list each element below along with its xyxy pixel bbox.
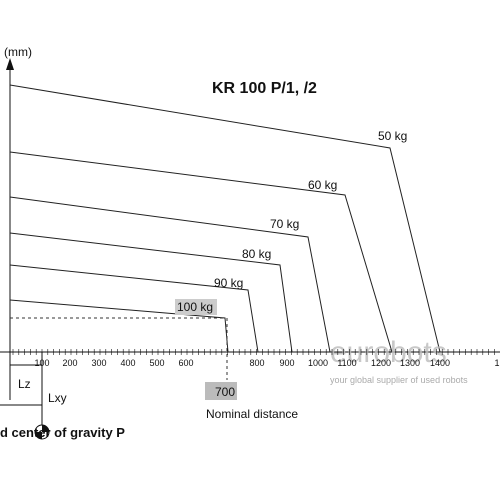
x-tick-label: 1000 (308, 358, 328, 368)
unit: (mm) (4, 45, 32, 59)
x-tick-label: 400 (120, 358, 135, 368)
curve (9, 151, 393, 353)
x-tick-label: 1400 (430, 358, 450, 368)
curve-label: 70 kg (270, 217, 299, 231)
curve (9, 84, 441, 353)
curve (9, 196, 331, 353)
curve (9, 299, 229, 353)
x-tick-label: 200 (62, 358, 77, 368)
curve-label: 80 kg (242, 247, 271, 261)
watermark-tagline: your global supplier of used robots (330, 375, 468, 385)
nominal-value: 700 (215, 385, 235, 399)
curve (9, 232, 293, 353)
x-tick-label: 300 (91, 358, 106, 368)
y-arrow (6, 58, 14, 70)
x-tick-label: 800 (249, 358, 264, 368)
caption: d center of gravity P (0, 425, 125, 440)
x-tick-label: 900 (279, 358, 294, 368)
x-tick-label: 500 (149, 358, 164, 368)
x-tick-label: 600 (178, 358, 193, 368)
lxy: Lxy (48, 391, 67, 405)
nominal-label: Nominal distance (206, 407, 298, 421)
curve-label: 60 kg (308, 178, 337, 192)
x-tick-label: 1100 (337, 358, 356, 368)
cog-icon (35, 425, 49, 439)
curve-label: 100 kg (177, 300, 213, 314)
label-bg (175, 299, 217, 315)
curve (9, 264, 259, 353)
curve-label: 90 kg (214, 276, 243, 290)
lz: Lz (18, 377, 31, 391)
label-bg (205, 382, 237, 400)
x-tick-label: 1200 (371, 358, 391, 368)
x-tick-label: 1 (494, 358, 499, 368)
x-tick-label: 100 (34, 358, 49, 368)
title: KR 100 P/1, /2 (212, 80, 317, 97)
curve-label: 50 kg (378, 129, 407, 143)
x-tick-label: 1300 (400, 358, 420, 368)
